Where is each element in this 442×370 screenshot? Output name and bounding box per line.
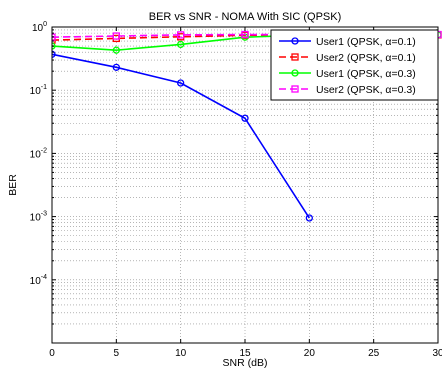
y-tick-labels: 100 10-1 10-2 10-3 10-4 (30, 21, 47, 287)
y-tick-label: 10-1 (30, 84, 47, 97)
legend-label: User2 (QPSK, α=0.3) (316, 84, 416, 96)
data-point (52, 50, 56, 58)
chart-title: BER vs SNR - NOMA With SIC (QPSK) (149, 11, 342, 23)
y-tick-label: 10-2 (30, 147, 47, 160)
x-tick-label: 10 (175, 348, 187, 359)
y-axis-title: BER (7, 174, 19, 196)
x-tick-label: 30 (432, 348, 442, 359)
legend-marker (291, 69, 299, 77)
y-tick-label: 10-3 (30, 211, 47, 224)
legend-label: User1 (QPSK, α=0.3) (316, 68, 416, 80)
data-point (177, 40, 185, 49)
data-point (241, 30, 249, 39)
x-tick-label: 20 (304, 348, 316, 359)
legend-marker (291, 53, 299, 61)
series-line (52, 53, 311, 219)
data-point (305, 214, 313, 222)
legend-marker (291, 85, 299, 93)
legend-label: User1 (QPSK, α=0.1) (316, 36, 416, 48)
x-tick-label: 25 (368, 348, 380, 359)
data-point (52, 42, 56, 50)
y-tick-label: 10-4 (30, 274, 47, 287)
x-tick-labels: 0 5 10 15 20 25 30 (49, 348, 442, 359)
legend-label: User2 (QPSK, α=0.1) (316, 52, 416, 64)
data-point (177, 79, 185, 87)
x-tick-label: 15 (239, 348, 251, 359)
series-1 (52, 50, 313, 222)
x-tick-label: 5 (114, 348, 120, 359)
data-point (241, 114, 249, 122)
x-axis-title: SNR (dB) (223, 357, 268, 369)
y-tick-label: 100 (32, 21, 47, 34)
data-point (52, 33, 56, 41)
data-point (112, 46, 120, 54)
x-tick-label: 0 (49, 348, 55, 359)
data-point (112, 63, 120, 71)
axis-ticks (51, 27, 439, 343)
legend: User1 (QPSK, α=0.1) User2 (QPSK, α=0.1) Us… (270, 29, 439, 101)
data-point (112, 32, 120, 40)
legend-marker (291, 37, 299, 45)
data-point (177, 31, 185, 39)
